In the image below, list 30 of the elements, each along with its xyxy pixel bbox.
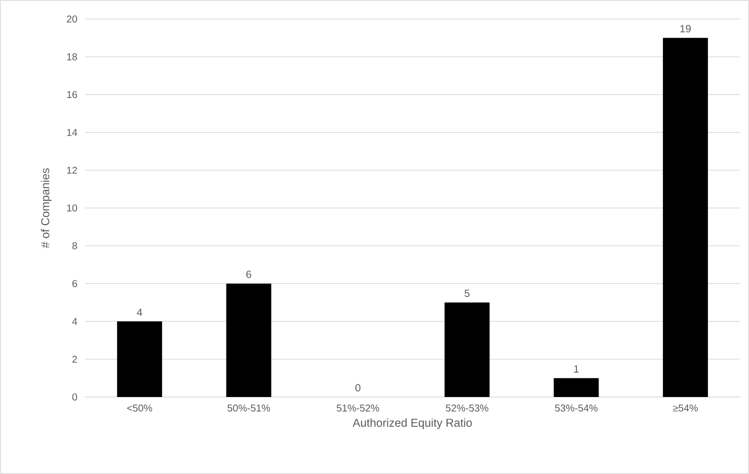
y-tick-label: 18 (67, 53, 78, 60)
data-label: 0 (355, 384, 360, 392)
data-label: 6 (246, 270, 252, 278)
data-label: 19 (680, 24, 691, 32)
data-label: 5 (464, 290, 470, 297)
x-tick-label: 50%-51% (228, 404, 270, 412)
x-tick-label: ≥54% (673, 404, 698, 412)
bar (117, 321, 162, 397)
y-tick-label: 10 (67, 204, 78, 212)
y-tick-label: 12 (67, 166, 77, 174)
y-tick-label: 6 (72, 280, 78, 288)
x-tick-label: 51%-52% (336, 404, 380, 412)
y-tick-label: 16 (67, 91, 78, 98)
x-axis-title: Authorized Equity Ratio (352, 418, 472, 430)
y-tick-label: 4 (72, 318, 78, 325)
bar (226, 284, 272, 397)
data-label: 1 (574, 365, 579, 373)
y-tick-label: 2 (72, 356, 77, 363)
bar (444, 302, 490, 397)
y-tick-label: 20 (66, 15, 78, 23)
y-tick-label: 14 (67, 128, 78, 136)
y-axis-title: # of Companies (40, 168, 52, 248)
y-tick-label: 0 (72, 393, 78, 401)
x-tick-label: 53%-54% (555, 404, 598, 412)
bar (554, 378, 599, 397)
x-tick-label: <50% (127, 404, 152, 412)
x-tick-label: 52%-53% (446, 404, 488, 412)
bar (662, 38, 708, 397)
data-label: 4 (136, 308, 142, 316)
y-tick-label: 8 (72, 242, 78, 250)
